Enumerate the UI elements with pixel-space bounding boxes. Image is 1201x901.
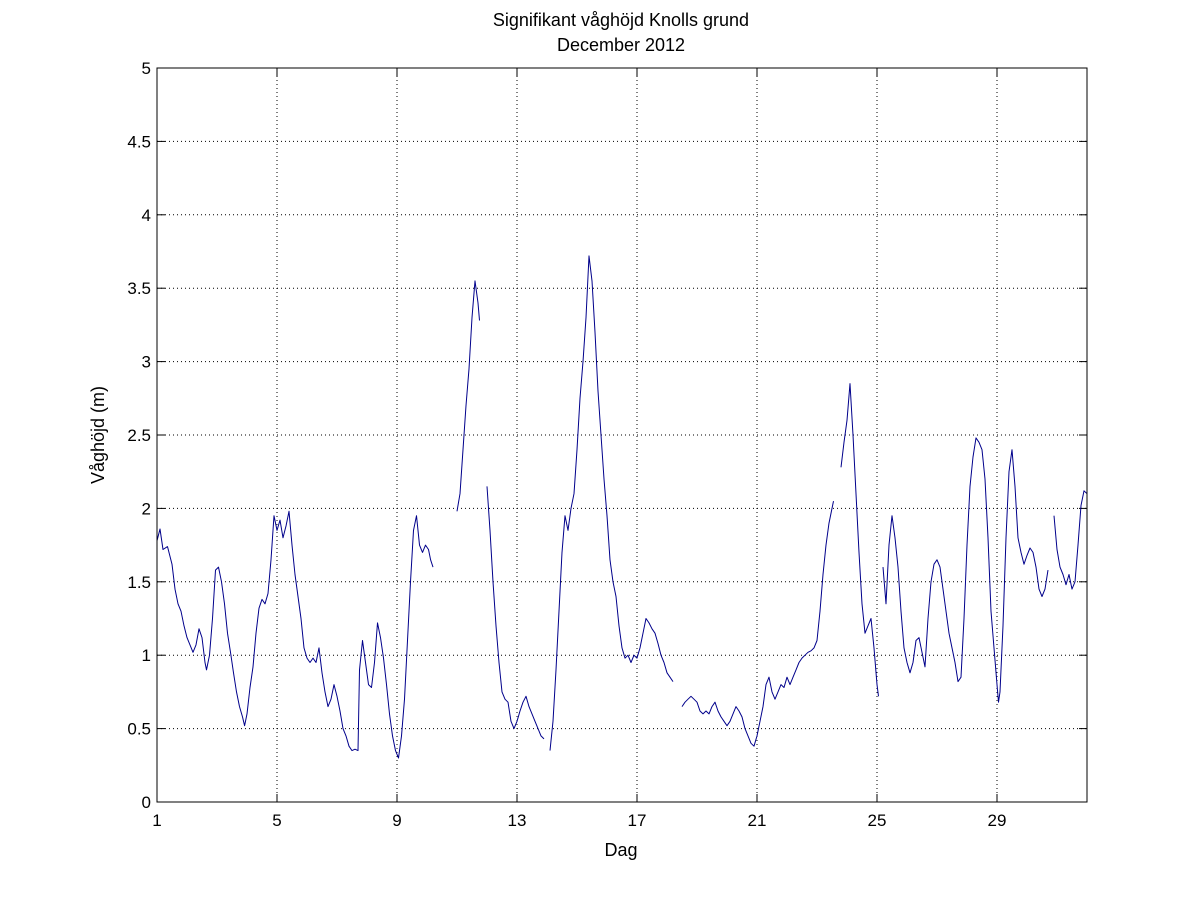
y-tick-label: 0 [142, 793, 151, 812]
wave-height-line-segment [486, 486, 545, 740]
y-tick-label: 1 [142, 646, 151, 665]
y-tick-label: 2.5 [127, 426, 151, 445]
chart-title: Signifikant våghöjd Knolls grund [493, 10, 749, 30]
x-tick-labels: 1 5 9 13 17 21 25 29 [152, 811, 1006, 830]
y-tick-labels: 0 0.5 1 1.5 2 2.5 3 3.5 4 4.5 5 [127, 59, 151, 812]
x-axis-label: Dag [604, 840, 637, 860]
x-tick-label: 5 [272, 811, 281, 830]
x-tick-label: 9 [392, 811, 401, 830]
x-tick-label: 17 [628, 811, 647, 830]
x-tick-label: 1 [152, 811, 161, 830]
y-tick-label: 3.5 [127, 279, 151, 298]
wave-height-line-segment [456, 280, 480, 512]
wave-height-line-segment [882, 437, 1049, 703]
x-tick-label: 21 [748, 811, 767, 830]
y-tick-label: 1.5 [127, 573, 151, 592]
y-tick-label: 0.5 [127, 720, 151, 739]
data-series [156, 255, 1088, 759]
y-tick-label: 4 [142, 206, 151, 225]
wave-height-line-segment [1053, 490, 1088, 590]
chart-subtitle: December 2012 [557, 35, 685, 55]
wave-height-line-segment [549, 255, 674, 751]
wave-height-line-segment [840, 383, 879, 697]
y-tick-label: 3 [142, 353, 151, 372]
grid-lines [157, 68, 1087, 802]
x-tick-label: 29 [988, 811, 1007, 830]
plot-frame [156, 67, 1088, 803]
wave-height-line-segment [681, 500, 834, 747]
y-tick-label: 5 [142, 59, 151, 78]
x-tick-label: 25 [868, 811, 887, 830]
y-axis-label: Våghöjd (m) [88, 386, 108, 484]
y-tick-label: 4.5 [127, 132, 151, 151]
x-tick-label: 13 [508, 811, 527, 830]
y-tick-label: 2 [142, 499, 151, 518]
wave-height-line-segment [156, 510, 434, 759]
